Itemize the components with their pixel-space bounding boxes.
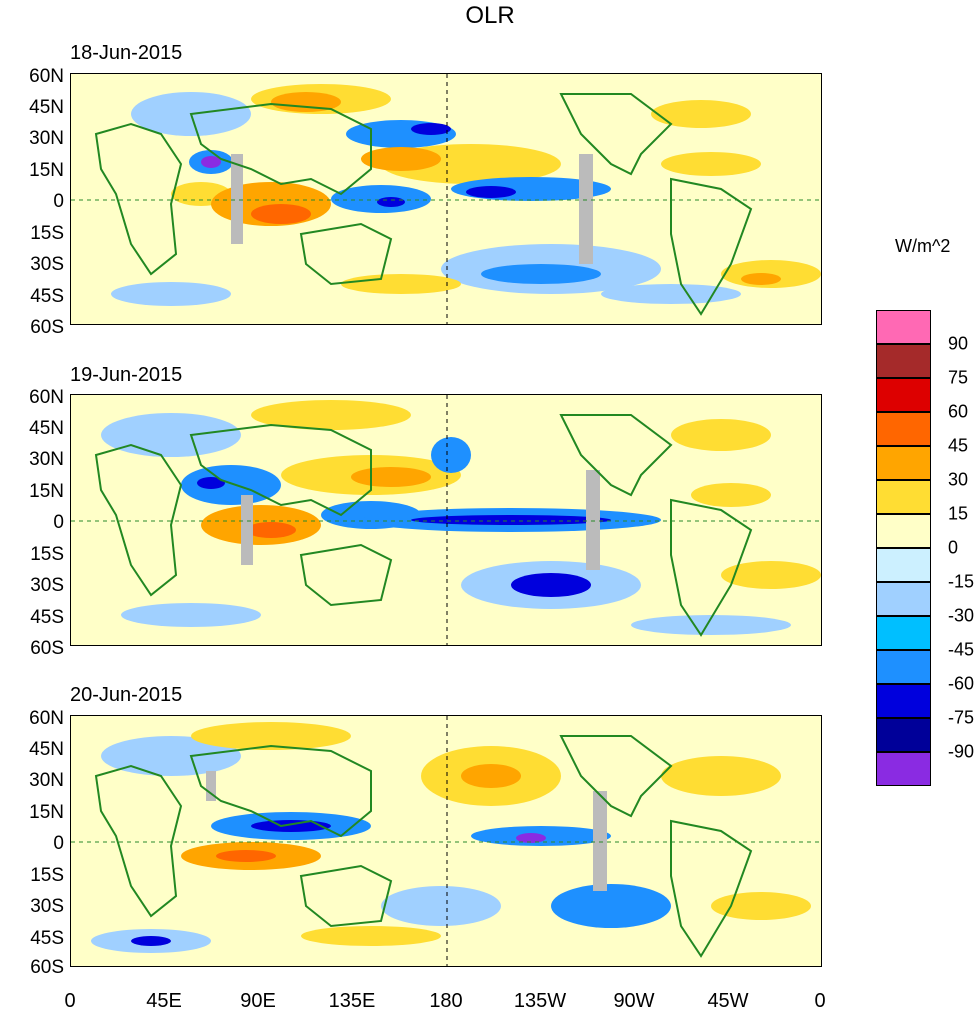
colorbar-swatch bbox=[876, 310, 931, 344]
colorbar-swatch bbox=[876, 514, 931, 548]
lat-label: 15S bbox=[30, 865, 64, 886]
lat-label: 60N bbox=[29, 708, 64, 729]
lon-label: 0 bbox=[64, 990, 76, 1012]
lat-label: 15N bbox=[29, 481, 64, 502]
olr-map-panel-2 bbox=[70, 394, 822, 646]
colorbar-swatch bbox=[876, 650, 931, 684]
lat-label: 0 bbox=[53, 191, 64, 212]
figure-title: OLR bbox=[465, 2, 515, 29]
lat-label: 30N bbox=[29, 449, 64, 470]
lon-label: 90E bbox=[240, 990, 276, 1012]
colorbar-swatch bbox=[876, 616, 931, 650]
panel-date-3: 20-Jun-2015 bbox=[70, 684, 183, 706]
lat-label: 15S bbox=[30, 223, 64, 244]
lat-label: 30N bbox=[29, 770, 64, 791]
lat-label: 30S bbox=[30, 896, 64, 917]
lat-label: 30S bbox=[30, 254, 64, 275]
colorbar-swatch bbox=[876, 344, 931, 378]
colorbar-label: 45 bbox=[948, 435, 969, 456]
colorbar-swatch bbox=[876, 548, 931, 582]
olr-field-2 bbox=[71, 395, 821, 645]
lon-label: 135E bbox=[328, 990, 376, 1012]
lat-label: 15N bbox=[29, 802, 64, 823]
lat-label: 60S bbox=[30, 957, 64, 978]
colorbar-label: 15 bbox=[948, 503, 969, 524]
colorbar-label: -60 bbox=[948, 673, 975, 694]
lat-label: 45S bbox=[30, 286, 64, 307]
lat-label: 45S bbox=[30, 607, 64, 628]
olr-field-1 bbox=[71, 74, 821, 324]
lat-label: 45S bbox=[30, 928, 64, 949]
lat-label: 60S bbox=[30, 638, 64, 659]
colorbar-swatch bbox=[876, 582, 931, 616]
colorbar-swatch bbox=[876, 446, 931, 480]
lat-label: 60S bbox=[30, 317, 64, 338]
lon-label: 45E bbox=[146, 990, 182, 1012]
lat-label: 30S bbox=[30, 575, 64, 596]
lon-label: 90W bbox=[613, 990, 655, 1012]
colorbar-swatch bbox=[876, 412, 931, 446]
colorbar-swatch bbox=[876, 752, 931, 786]
colorbar-label: -15 bbox=[948, 571, 975, 592]
colorbar-label: -30 bbox=[948, 605, 975, 626]
colorbar-label: -45 bbox=[948, 639, 975, 660]
lat-label: 15N bbox=[29, 160, 64, 181]
lon-label: 180 bbox=[429, 990, 463, 1012]
colorbar-swatch bbox=[876, 480, 931, 514]
colorbar-label: -75 bbox=[948, 707, 975, 728]
colorbar-label: 0 bbox=[948, 537, 959, 558]
panel-date-2: 19-Jun-2015 bbox=[70, 364, 183, 386]
colorbar-label: 90 bbox=[948, 333, 969, 354]
colorbar-label: 60 bbox=[948, 401, 969, 422]
lon-label: 0 bbox=[814, 990, 826, 1012]
olr-map-panel-1 bbox=[70, 73, 822, 325]
olr-map-panel-3 bbox=[70, 715, 822, 967]
lat-label: 45N bbox=[29, 739, 64, 760]
lat-label: 60N bbox=[29, 387, 64, 408]
colorbar-units: W/m^2 bbox=[895, 236, 951, 256]
olr-field-3 bbox=[71, 716, 821, 966]
colorbar-label: -90 bbox=[948, 741, 975, 762]
lon-label: 45W bbox=[707, 990, 749, 1012]
lat-label: 0 bbox=[53, 833, 64, 854]
lat-label: 0 bbox=[53, 512, 64, 533]
lat-label: 15S bbox=[30, 544, 64, 565]
colorbar-swatch bbox=[876, 718, 931, 752]
lat-label: 45N bbox=[29, 418, 64, 439]
lat-label: 45N bbox=[29, 97, 64, 118]
colorbar-label: 75 bbox=[948, 367, 969, 388]
lat-label: 60N bbox=[29, 66, 64, 87]
colorbar-swatch bbox=[876, 684, 931, 718]
colorbar-label: 30 bbox=[948, 469, 969, 490]
lat-label: 30N bbox=[29, 128, 64, 149]
colorbar-swatch bbox=[876, 378, 931, 412]
panel-date-1: 18-Jun-2015 bbox=[70, 42, 183, 64]
lon-label: 135W bbox=[513, 990, 567, 1012]
